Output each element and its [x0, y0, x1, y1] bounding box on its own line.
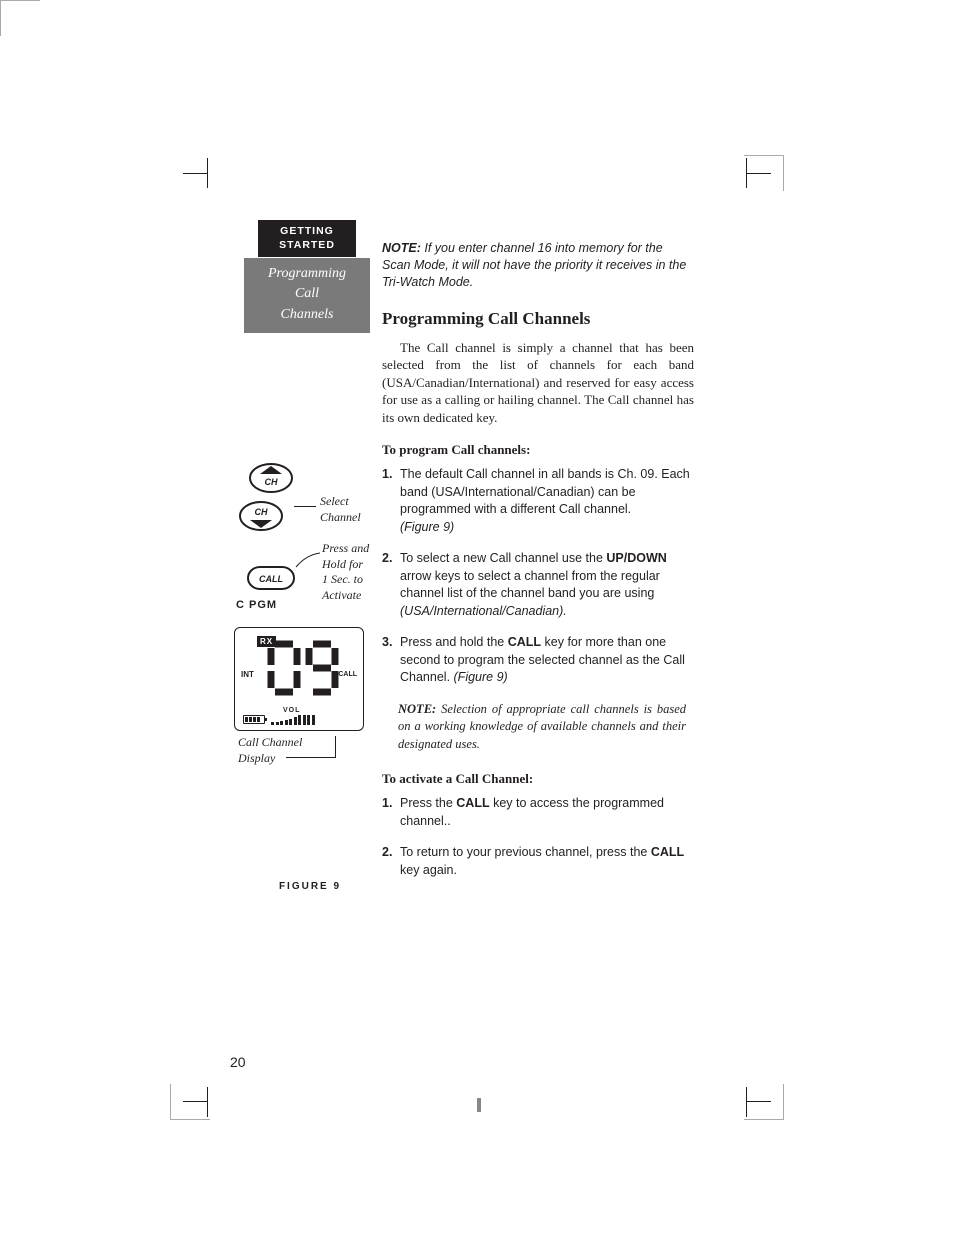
step-text-a: Press the	[400, 796, 456, 810]
main-text-column: NOTE: If you enter channel 16 into memor…	[382, 240, 694, 893]
select-channel-l1: Select	[320, 494, 349, 508]
note-top-label: NOTE:	[382, 241, 421, 255]
ch-down-label: CH	[255, 507, 268, 517]
step-text-a: To select a new Call channel use the	[400, 551, 606, 565]
crop-mark-tl-h	[183, 173, 207, 174]
sub-line3: Channels	[244, 305, 370, 325]
crop-guide-tl	[0, 0, 40, 36]
steps-activate: 1. Press the CALL key to access the prog…	[382, 795, 694, 879]
step-num: 1.	[382, 466, 392, 484]
leader-curve-icon	[294, 551, 324, 571]
sub-line2: Call	[244, 284, 370, 304]
crop-mark-tr-v	[746, 158, 747, 188]
call-button-label: CALL	[259, 574, 283, 584]
ch-down-button-icon: CH	[238, 500, 284, 532]
note-mid: NOTE: Selection of appropriate call chan…	[382, 701, 694, 754]
page-frame: GETTING STARTED Programming Call Channel…	[210, 190, 744, 1070]
call-key-label: CALL	[651, 845, 684, 859]
lcd-volume-bars	[271, 715, 315, 725]
step-text-b: key again.	[400, 863, 457, 877]
lcd-display: RX INT CALL	[234, 627, 364, 731]
lcd-caption-l1: Call Channel	[238, 735, 302, 749]
call-button-icon: CALL	[246, 565, 296, 591]
figure-reference: (Figure 9)	[400, 520, 454, 534]
step-num: 2.	[382, 844, 392, 862]
lcd-battery-icon	[243, 715, 265, 724]
lcd-caption: Call Channel Display	[238, 735, 302, 766]
call-caption-l3: 1 Sec. to	[322, 572, 363, 586]
paragraph-intro: The Call channel is simply a channel tha…	[382, 339, 694, 427]
section-subhead: Programming Call Channels	[244, 258, 370, 333]
subhead-to-activate: To activate a Call Channel:	[382, 771, 694, 787]
step-text-a: Press and hold the	[400, 635, 508, 649]
crop-mark-tr-h	[747, 173, 771, 174]
crop-mark-bl-v	[207, 1087, 208, 1117]
ch-up-button-icon: CH	[248, 462, 294, 494]
step-num: 1.	[382, 795, 392, 813]
subhead-to-program: To program Call channels:	[382, 442, 694, 458]
note-mid-label: NOTE:	[398, 702, 436, 716]
crop-mark-bl-h	[183, 1101, 207, 1102]
leader-line	[286, 757, 336, 758]
lcd-caption-l2: Display	[238, 751, 275, 765]
steps-program: 1. The default Call channel in all bands…	[382, 466, 694, 687]
crop-mark-br-v	[746, 1087, 747, 1117]
leader-line-v	[335, 736, 336, 758]
cpgm-label: C PGM	[236, 599, 277, 611]
lcd-digits-icon	[267, 640, 339, 698]
crop-guide-bl	[170, 1084, 210, 1120]
step-program-3: 3. Press and hold the CALL key for more …	[400, 634, 694, 687]
call-caption-l1: Press and	[322, 541, 369, 555]
kicker-line1: GETTING	[280, 225, 334, 237]
step-num: 3.	[382, 634, 392, 652]
step-activate-1: 1. Press the CALL key to access the prog…	[400, 795, 694, 830]
call-caption-l4: Activate	[322, 588, 361, 602]
step-program-1: 1. The default Call channel in all bands…	[400, 466, 694, 536]
step-activate-2: 2. To return to your previous channel, p…	[400, 844, 694, 879]
lcd-int-indicator: INT	[241, 670, 254, 679]
select-channel-l2: Channel	[320, 510, 361, 524]
heading-programming-call-channels: Programming Call Channels	[382, 309, 694, 329]
call-key-label: CALL	[508, 635, 541, 649]
call-caption-l2: Hold for	[322, 557, 363, 571]
lcd-battery-fill	[245, 717, 260, 722]
center-tick-mark	[477, 1098, 481, 1112]
step-text-a: To return to your previous channel, pres…	[400, 845, 651, 859]
leader-line	[294, 506, 316, 507]
lcd-vol-label: VOL	[283, 707, 300, 714]
crop-mark-tl-v	[207, 158, 208, 188]
figure-reference: (USA/International/Canadian).	[400, 604, 567, 618]
call-caption: Press and Hold for 1 Sec. to Activate	[322, 541, 369, 603]
step-text-b: arrow keys to select a channel from the …	[400, 569, 660, 601]
select-channel-label: Select Channel	[320, 494, 361, 525]
figure-caption: FIGURE 9	[240, 881, 380, 892]
step-text: The default Call channel in all bands is…	[400, 467, 690, 516]
ch-up-label: CH	[265, 477, 278, 487]
call-key-label: CALL	[456, 796, 489, 810]
call-button-group: CALL Press and Hold for 1 Sec. to Activa…	[230, 557, 380, 627]
note-top-text: If you enter channel 16 into memory for …	[382, 241, 686, 289]
crop-guide-br	[744, 1084, 784, 1120]
lcd-group: RX INT CALL	[230, 627, 380, 731]
lcd-call-indicator: CALL	[338, 671, 357, 678]
section-kicker: GETTING STARTED	[258, 220, 356, 257]
page-number: 20	[230, 1054, 246, 1070]
note-top: NOTE: If you enter channel 16 into memor…	[382, 240, 694, 291]
step-program-2: 2. To select a new Call channel use the …	[400, 550, 694, 620]
figure-column: CH CH Select Channel CALL Press	[230, 462, 380, 892]
step-num: 2.	[382, 550, 392, 568]
updown-label: UP/DOWN	[606, 551, 666, 565]
kicker-line2: STARTED	[279, 239, 335, 251]
note-mid-text: Selection of appropriate call channels i…	[398, 702, 686, 751]
sub-line1: Programming	[244, 264, 370, 284]
crop-mark-br-h	[747, 1101, 771, 1102]
figure-reference: (Figure 9)	[454, 670, 508, 684]
